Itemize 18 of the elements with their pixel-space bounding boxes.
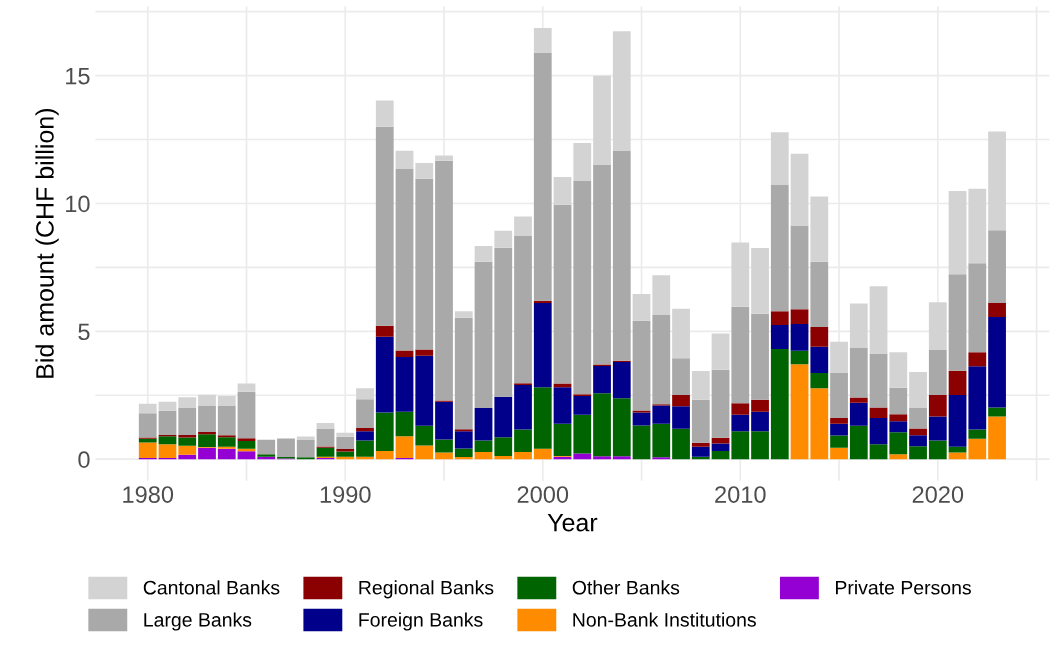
legend-label: Large Banks <box>144 612 252 631</box>
y-tick-label: 10 <box>66 195 90 213</box>
legend-label: Regional Banks <box>359 580 494 599</box>
legend-label: Foreign Banks <box>359 612 483 631</box>
y-tick-label: 5 <box>78 323 90 341</box>
x-tick-label: 2010 <box>715 486 766 503</box>
x-tick-label: 2000 <box>517 486 569 503</box>
legend-label: Private Persons <box>836 580 971 595</box>
y-tick-label: 15 <box>66 67 90 85</box>
x-tick-label: 2020 <box>912 486 964 503</box>
legend-label: Cantonal Banks <box>143 580 280 595</box>
y-axis-title: Bid amount (CHF billion) <box>35 109 59 378</box>
y-tick-label: 0 <box>78 451 90 468</box>
x-tick-label: 1990 <box>320 486 371 503</box>
x-tick-label: 1980 <box>123 486 174 503</box>
legend-label: Non-Bank Institutions <box>573 612 756 627</box>
legend-label: Other Banks <box>572 580 680 595</box>
x-axis-title: Year <box>547 514 598 532</box>
